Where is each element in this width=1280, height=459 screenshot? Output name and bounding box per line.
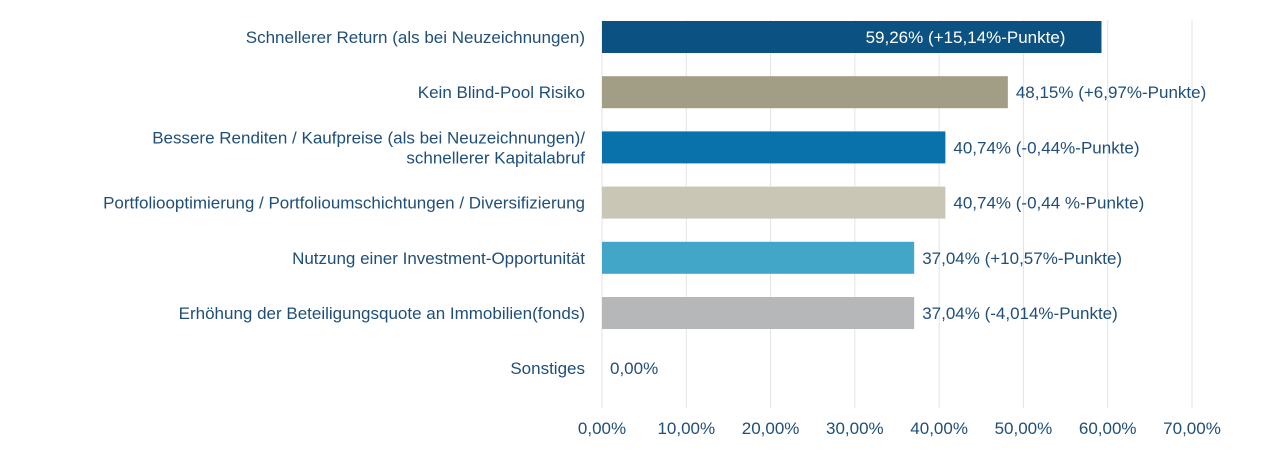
x-tick-label: 30,00% (826, 419, 884, 438)
bar (602, 76, 1008, 109)
category-label-line: Kein Blind-Pool Risiko (418, 83, 585, 102)
data-label: 40,74% (-0,44%-Punkte) (953, 138, 1139, 157)
category-label-line: schnellerer Kapitalabruf (406, 148, 585, 167)
data-label: 37,04% (+10,57%-Punkte) (922, 249, 1122, 268)
category-label: Portfoliooptimierung / Portfolioumschich… (103, 194, 585, 213)
bar (602, 21, 1102, 53)
category-label: Kein Blind-Pool Risiko (418, 83, 585, 102)
data-label: 0,00% (610, 359, 658, 378)
bar (602, 186, 946, 219)
category-label-line: Sonstiges (510, 359, 585, 378)
x-tick-label: 20,00% (742, 419, 800, 438)
category-label-line: Erhöhung der Beteiligungsquote an Immobi… (179, 304, 585, 323)
category-label-line: Bessere Renditen / Kaufpreise (als bei N… (152, 128, 585, 147)
category-label: Bessere Renditen / Kaufpreise (als bei N… (152, 128, 585, 167)
category-label-line: Schnellerer Return (als bei Neuzeichnung… (246, 28, 585, 47)
data-label: 48,15% (+6,97%-Punkte) (1016, 83, 1206, 102)
category-label: Erhöhung der Beteiligungsquote an Immobi… (179, 304, 585, 323)
category-label: Sonstiges (510, 359, 585, 378)
x-tick-label: 10,00% (657, 419, 715, 438)
data-label: 40,74% (-0,44 %-Punkte) (953, 194, 1144, 213)
x-tick-label: 40,00% (910, 419, 968, 438)
x-tick-label: 60,00% (1079, 419, 1137, 438)
bar (602, 297, 915, 329)
category-label: Nutzung einer Investment-Opportunität (292, 249, 585, 268)
x-tick-label: 50,00% (995, 419, 1053, 438)
data-label: 37,04% (-4,014%-Punkte) (922, 304, 1118, 323)
bar (602, 131, 946, 164)
data-label: 59,26% (+15,14%-Punkte) (866, 28, 1066, 47)
bar (602, 241, 915, 274)
x-tick-label: 0,00% (578, 419, 626, 438)
x-tick-label: 70,00% (1163, 419, 1221, 438)
category-label-line: Portfoliooptimierung / Portfolioumschich… (103, 194, 585, 213)
category-label: Schnellerer Return (als bei Neuzeichnung… (246, 28, 585, 47)
category-label-line: Nutzung einer Investment-Opportunität (292, 249, 585, 268)
